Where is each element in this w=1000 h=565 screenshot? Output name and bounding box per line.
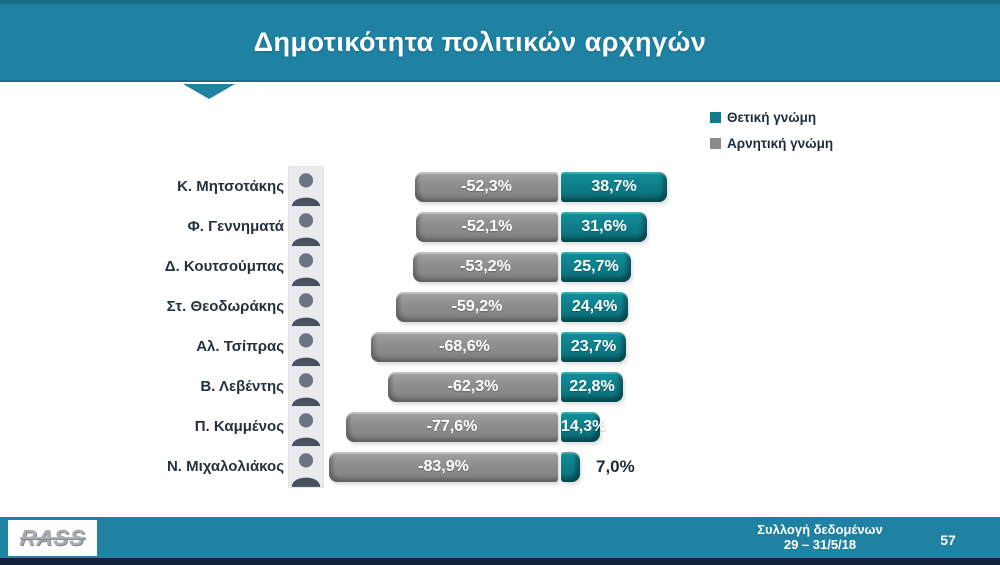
chart-row: Π. Καμμένος -77,6% 14,3% (0, 406, 1000, 448)
negative-bar: -83,9% (329, 452, 558, 482)
chart-rows: Κ. Μητσοτάκης -52,3% 38,7% Φ. Γεννηματά (0, 166, 1000, 488)
chart-row: Κ. Μητσοτάκης -52,3% 38,7% (0, 166, 1000, 208)
person-silhouette-icon (289, 247, 323, 287)
chart-row: Στ. Θεοδωράκης -59,2% 24,4% (0, 286, 1000, 328)
legend-positive-label: Θετική γνώμη (727, 109, 817, 125)
negative-value: -53,2% (460, 258, 511, 275)
negative-value: -52,1% (461, 218, 513, 235)
rass-logo: RASS (8, 520, 97, 556)
positive-value: 24,4% (571, 298, 618, 315)
negative-value: -62,3% (447, 378, 499, 395)
legend: Θετική γνώμη Αρνητική γνώμη (710, 104, 833, 156)
person-silhouette-icon (289, 167, 323, 207)
negative-bar: -52,1% (416, 212, 558, 242)
positive-bar: 25,7% (561, 252, 631, 282)
negative-value: -68,6% (439, 338, 490, 355)
negative-value: -83,9% (418, 458, 469, 475)
politician-name: Φ. Γεννηματά (187, 218, 284, 235)
politician-photo (288, 246, 324, 288)
politician-name: Στ. Θεοδωράκης (166, 298, 284, 315)
rass-logo-text: RASS (18, 525, 87, 550)
politician-name: Δ. Κουτσούμπας (164, 258, 284, 275)
politician-photo (288, 286, 324, 328)
positive-value: 31,6% (581, 218, 627, 235)
data-collection-note: Συλλογή δεδομένων 29 – 31/5/18 (700, 522, 940, 552)
positive-bar: 22,8% (561, 372, 623, 402)
politician-photo (288, 406, 324, 448)
chart-row: Β. Λεβέντης -62,3% 22,8% (0, 366, 1000, 408)
data-collection-dates: 29 – 31/5/18 (783, 537, 857, 552)
title-banner: Δημοτικότητα πολιτικών αρχηγών (0, 0, 1000, 82)
politician-name: Ν. Μιχαλολιάκος (166, 458, 284, 475)
page-title: Δημοτικότητα πολιτικών αρχηγών (253, 26, 707, 57)
person-silhouette-icon (289, 407, 323, 447)
politician-name: Π. Καμμένος (194, 418, 284, 435)
politician-photo (288, 366, 324, 408)
politician-photo (288, 166, 324, 208)
positive-value: 23,7% (570, 338, 617, 355)
negative-bar: -77,6% (346, 412, 558, 442)
legend-negative-label: Αρνητική γνώμη (727, 135, 834, 151)
politician-photo (288, 326, 324, 368)
person-silhouette-icon (289, 287, 323, 327)
negative-value: -77,6% (426, 418, 478, 435)
positive-value: 22,8% (569, 378, 615, 395)
negative-bar: -59,2% (396, 292, 558, 322)
politician-name: Β. Λεβέντης (200, 378, 284, 395)
positive-bar: 14,3% (561, 412, 607, 442)
banner-notch-icon (183, 84, 235, 99)
footer-bar: RASS Συλλογή δεδομένων 29 – 31/5/18 57 (0, 517, 1000, 558)
positive-bar: 23,7% (561, 332, 626, 362)
person-silhouette-icon (289, 367, 323, 407)
person-silhouette-icon (289, 207, 323, 247)
negative-value: -52,3% (461, 178, 512, 195)
politician-photo (288, 206, 324, 248)
negative-swatch-icon (710, 137, 721, 149)
chart-row: Αλ. Τσίπρας -68,6% 23,7% (0, 326, 1000, 368)
legend-item-positive: Θετική γνώμη (710, 104, 833, 130)
positive-value: 14,3% (561, 418, 607, 435)
positive-swatch-icon (710, 111, 721, 123)
negative-bar: -53,2% (413, 252, 558, 282)
legend-item-negative: Αρνητική γνώμη (710, 130, 833, 156)
positive-value: 25,7% (573, 258, 619, 275)
negative-bar: -62,3% (388, 372, 558, 402)
negative-bar: -68,6% (371, 332, 558, 362)
person-silhouette-icon (289, 447, 323, 487)
positive-bar: 31,6% (561, 212, 647, 242)
negative-value: -59,2% (451, 298, 503, 315)
politician-name: Κ. Μητσοτάκης (177, 178, 284, 195)
positive-bar (561, 452, 580, 482)
negative-bar: -52,3% (415, 172, 558, 202)
chart-row: Δ. Κουτσούμπας -53,2% 25,7% (0, 246, 1000, 288)
bottom-strip (0, 558, 1000, 565)
positive-bar: 24,4% (561, 292, 628, 322)
politician-name: Αλ. Τσίπρας (196, 338, 284, 355)
data-collection-label: Συλλογή δεδομένων (757, 522, 883, 537)
positive-bar: 38,7% (561, 172, 667, 202)
person-silhouette-icon (289, 327, 323, 367)
chart-row: Φ. Γεννηματά -52,1% 31,6% (0, 206, 1000, 248)
page-number: 57 (940, 532, 956, 548)
chart-row: Ν. Μιχαλολιάκος -83,9% 7,0% (0, 446, 1000, 488)
positive-value: 38,7% (591, 178, 637, 195)
politician-photo (288, 446, 324, 488)
positive-value-outside: 7,0% (596, 457, 635, 476)
